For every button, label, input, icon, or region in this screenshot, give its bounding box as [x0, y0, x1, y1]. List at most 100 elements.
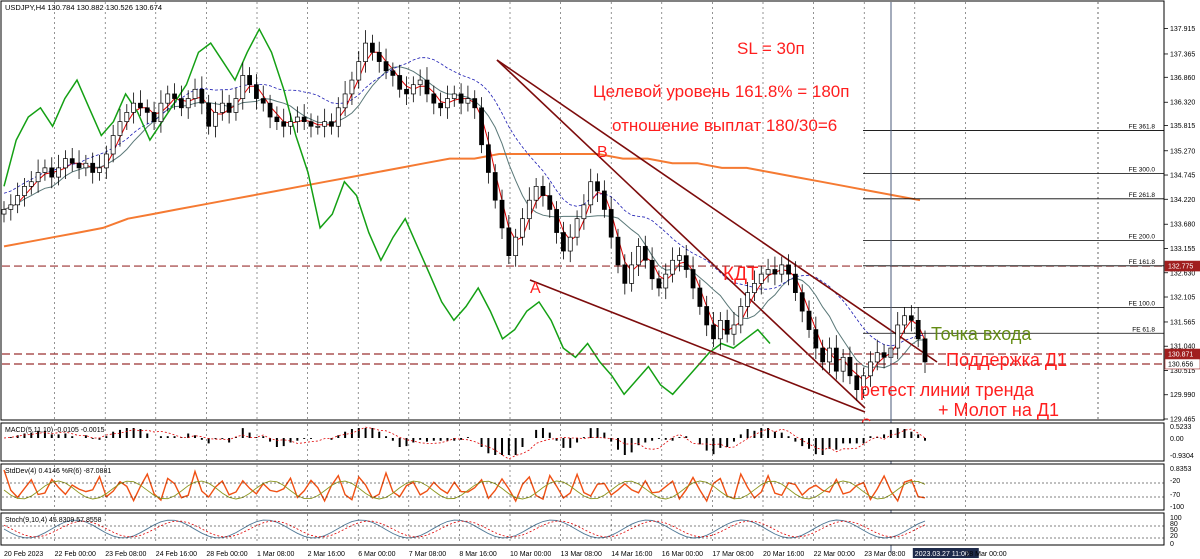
candle-body — [472, 98, 478, 109]
stoch-tick-4: 0 — [1170, 541, 1174, 548]
stddev-pane[interactable]: StdDev(4) 0.4146 %R(6) -87.0881 0.8353 -… — [0, 463, 1192, 511]
time-tick-label: 16 Mar 00:00 — [662, 551, 703, 558]
candle-body — [485, 144, 491, 173]
candle-body — [547, 195, 553, 210]
candle-body — [520, 218, 525, 238]
price-tick-label: 136.860 — [1170, 75, 1195, 82]
candle-body — [608, 209, 614, 238]
candle-body — [110, 135, 116, 155]
candle-body — [138, 102, 143, 109]
price-tick-label: 134.745 — [1170, 173, 1195, 180]
candle-body — [56, 167, 61, 178]
macd-tick-zero: 0.00 — [1170, 436, 1184, 443]
time-tick-label: 20 Feb 2023 — [4, 551, 43, 558]
candle-body — [581, 204, 587, 220]
fib-label: FE 200.0 — [1129, 233, 1156, 240]
time-tick-label: 28 Feb 00:00 — [206, 551, 247, 558]
candle-body — [431, 93, 437, 104]
point-b-label: B — [597, 144, 608, 161]
candle-body — [820, 347, 826, 363]
hammer-label: + Молот на Д1 — [938, 400, 1059, 420]
stoch-tick-3: 20 — [1170, 533, 1178, 540]
ma200-line — [3, 153, 921, 248]
candle-body — [281, 121, 287, 127]
candle-body — [185, 98, 191, 109]
candle-body — [506, 227, 512, 257]
time-axis[interactable]: 20 Feb 2023 22 Feb 00:00 23 Feb 08:00 24 Fe… — [4, 548, 1007, 558]
candle-body — [642, 246, 648, 261]
candle-body — [254, 84, 259, 99]
time-tick-label: 6 Mar 00:00 — [358, 551, 395, 558]
candle-body — [595, 181, 600, 192]
moving-averages — [3, 51, 926, 382]
candle-body — [561, 232, 566, 252]
candle-body — [895, 324, 901, 349]
candle-body — [786, 264, 791, 275]
stoch-pane[interactable]: Stoch(9,10,4) 45.8309 57.8558 100 80 50 … — [0, 512, 1182, 548]
candle-body — [376, 51, 382, 62]
candle-body — [349, 79, 355, 95]
fib-label: FE 161.8 — [1129, 259, 1156, 266]
candle-body — [124, 112, 130, 123]
candle-body — [792, 273, 798, 293]
macd-label: MACD(5,11,10) -0.0105 -0.0015 — [5, 427, 105, 434]
candle-body — [779, 264, 785, 275]
candle-body — [615, 236, 621, 266]
candle-body — [97, 167, 102, 173]
time-tick-label: 13 Mar 08:00 — [561, 551, 602, 558]
fib-label: FE 261.8 — [1129, 192, 1156, 199]
candle-body — [840, 356, 846, 372]
candle-body — [738, 306, 744, 326]
candle-body — [260, 98, 266, 104]
candle-body — [765, 269, 771, 275]
price-box-label: 130.871 — [1168, 352, 1193, 359]
price-tick-label: 129.465 — [1170, 417, 1195, 424]
candle-body — [315, 125, 321, 128]
channel-line — [496, 59, 938, 363]
candle-body — [868, 361, 873, 377]
candle-body — [240, 75, 246, 99]
price-tick-label: 135.270 — [1170, 148, 1195, 155]
candle-body — [677, 255, 682, 261]
time-tick-label: 8 Mar 16:00 — [459, 551, 496, 558]
main-pane[interactable]: FE 361.8 FE 300.0 FE 261.8 FE 200.0 FE 161.8… — [0, 0, 1165, 553]
candle-body — [683, 255, 689, 270]
candle-body — [445, 98, 450, 109]
price-box-label: 130.656 — [1168, 361, 1193, 368]
price-tick-label: 130.515 — [1170, 368, 1195, 375]
candle-body — [513, 236, 519, 257]
kdt-label: КДТ — [723, 264, 759, 285]
wpr-path — [3, 480, 926, 500]
price-tick-label: 129.990 — [1170, 392, 1195, 399]
candle-body — [301, 116, 307, 123]
candle-body — [383, 61, 389, 72]
candle-body — [574, 218, 580, 238]
macd-pane[interactable]: MACD(5,11,10) -0.0105 -0.0015 0.5233 0.0… — [0, 422, 1194, 462]
point-a-label: A — [530, 280, 541, 297]
price-axis[interactable]: 137.915 137.365 136.860 136.320 135.815 135.2… — [1164, 26, 1195, 424]
candle-body — [42, 167, 48, 173]
fib-label: FE 300.0 — [1129, 166, 1156, 173]
time-tick-label: 10 Mar 00:00 — [510, 551, 551, 558]
time-tick-label: 2 Mar 16:00 — [308, 551, 345, 558]
candle-body — [492, 172, 498, 201]
candle-body — [451, 93, 457, 99]
time-tick-label: 23 Feb 08:00 — [105, 551, 146, 558]
stoch-tick-0: 100 — [1170, 515, 1182, 522]
candle-body — [151, 112, 157, 123]
candle-body — [69, 158, 75, 164]
candle-body — [294, 116, 300, 123]
candle-body — [1, 209, 7, 215]
stoch-tick-2: 50 — [1170, 527, 1178, 534]
price-tick-label: 132.630 — [1170, 270, 1195, 277]
candle-body — [908, 315, 914, 321]
candle-body — [670, 259, 675, 275]
candle-body — [192, 88, 198, 99]
price-tick-label: 137.915 — [1170, 26, 1195, 33]
candle-body — [28, 181, 34, 187]
ma-path — [3, 57, 926, 347]
price-tick-label: 134.220 — [1170, 197, 1195, 204]
candle-body — [117, 121, 123, 136]
candle-body — [404, 88, 409, 95]
price-box-label: 132.775 — [1168, 264, 1193, 271]
